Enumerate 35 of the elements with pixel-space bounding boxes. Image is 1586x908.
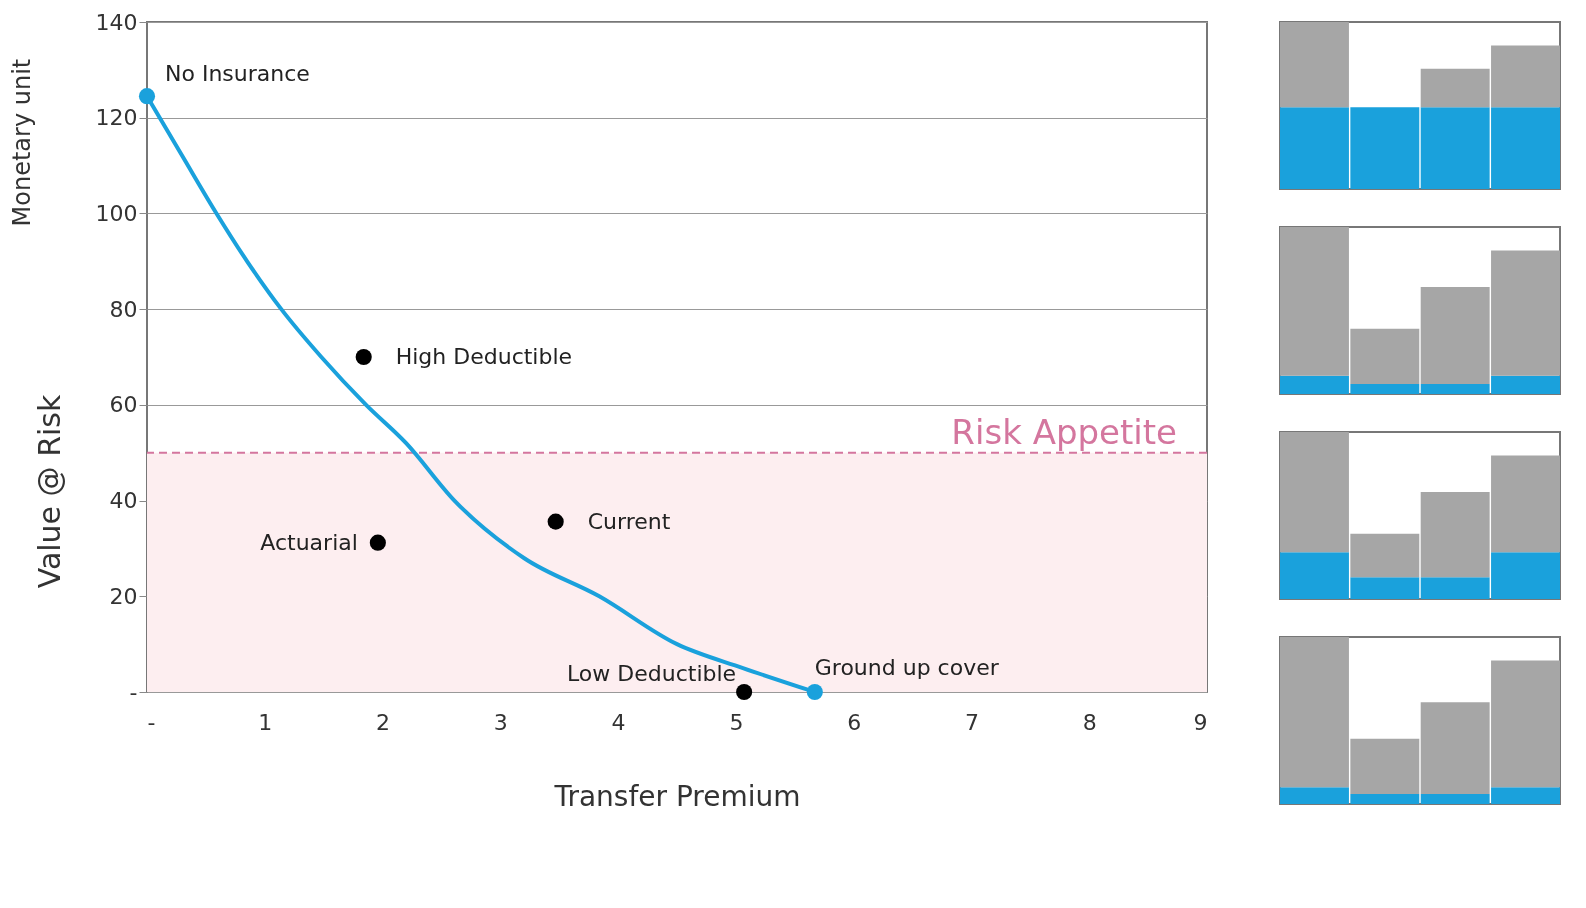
x-axis-title: Transfer Premium: [553, 779, 801, 813]
y-tick-label: 40: [109, 488, 138, 514]
x-tick-label: 5: [729, 709, 744, 735]
annotation: No Insurance: [165, 61, 310, 87]
y-tick-label: 60: [109, 392, 138, 418]
annotation: Actuarial: [260, 529, 358, 555]
y-tick-label: -: [129, 679, 138, 705]
point: [806, 683, 823, 701]
x-tick-label: 3: [493, 709, 508, 735]
point: [736, 683, 753, 701]
x-tick-label: 9: [1193, 709, 1208, 735]
x-tick-label: 6: [847, 709, 862, 735]
point: [369, 534, 386, 551]
annotation: Current: [587, 508, 671, 534]
y-tick-label: 20: [109, 583, 138, 609]
annotation: High Deductible: [395, 344, 573, 369]
x-tick-label: 2: [376, 709, 391, 735]
x-tick-label: 1: [258, 709, 273, 735]
y-tick-label: 140: [95, 9, 138, 35]
annotation: Low Deductible: [566, 661, 737, 686]
x-tick-label: 7: [964, 709, 979, 735]
text: Monetary unit: [8, 58, 36, 227]
annotation: Ground up cover: [814, 655, 1000, 680]
y-tick-label: 120: [95, 105, 138, 131]
point: [355, 348, 372, 366]
y-tick-label: 100: [95, 200, 138, 226]
ref-line-label: Risk Appetite: [951, 411, 1177, 452]
y-axis-title: Value @ Risk: [31, 394, 67, 589]
x-tick-label: 8: [1082, 709, 1097, 735]
y-tick-label: 80: [109, 296, 138, 322]
bar: [1280, 22, 1349, 108]
point: [547, 513, 564, 530]
x-tick-label: -: [147, 709, 156, 735]
point: [138, 88, 156, 105]
x-tick-label: 4: [611, 709, 626, 735]
